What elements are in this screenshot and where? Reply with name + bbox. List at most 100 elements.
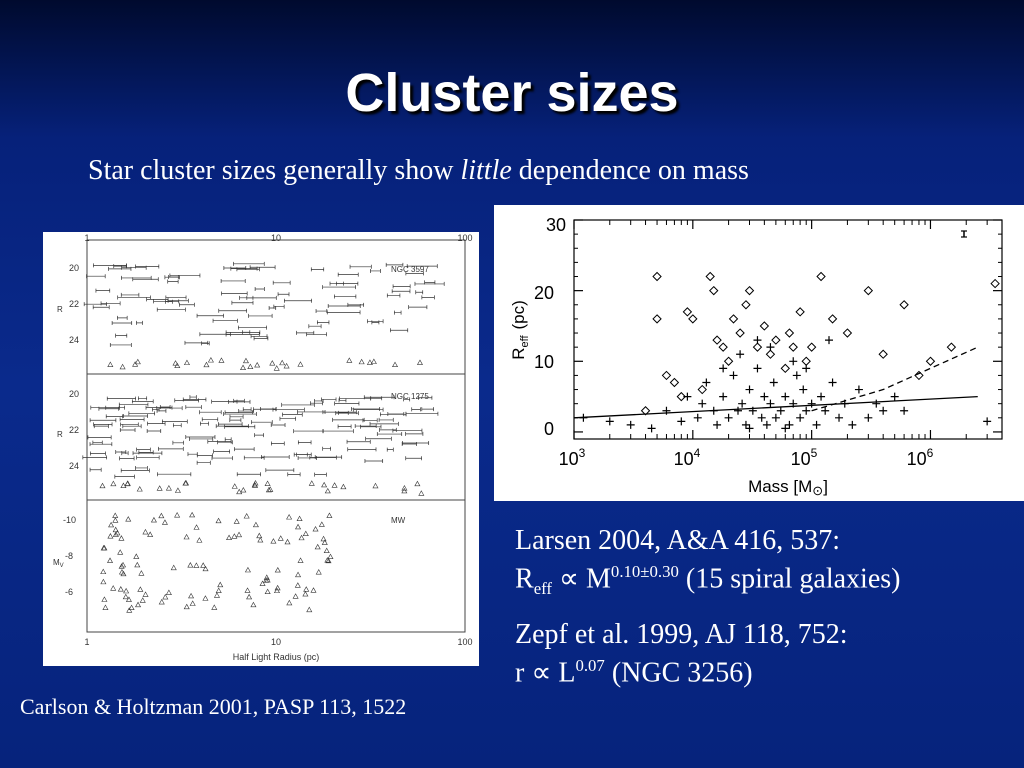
error-bar-mark — [243, 455, 265, 460]
panel1-y-label: R — [57, 305, 63, 314]
error-bar-mark — [217, 440, 233, 445]
diamond-point — [669, 377, 680, 388]
error-bar-mark — [158, 446, 184, 451]
error-bar-mark — [386, 293, 401, 298]
plus-point — [781, 392, 790, 401]
triangle-mark — [112, 517, 119, 523]
plus-point — [693, 413, 702, 422]
triangle-mark — [265, 486, 272, 493]
plus-point — [698, 399, 707, 408]
triangle-mark — [215, 517, 222, 524]
error-bar-mark — [270, 422, 286, 427]
diamond-point — [816, 271, 826, 282]
bottom-tick-10: 10 — [271, 637, 281, 647]
error-bar-mark — [379, 412, 407, 417]
panel3-y-tick-m6: -6 — [65, 587, 73, 597]
diamond-point — [735, 328, 745, 338]
error-bar-mark — [418, 395, 433, 400]
triangle-mark — [242, 357, 249, 364]
error-bar-mark — [421, 407, 434, 412]
triangle-mark — [207, 357, 214, 363]
error-bar-mark — [347, 447, 377, 452]
triangle-mark — [372, 482, 379, 489]
error-bar-mark — [223, 265, 247, 270]
error-bar-mark — [120, 275, 152, 280]
x-tick-1e3: 103 — [559, 446, 586, 469]
diamond-point — [709, 285, 719, 296]
plus-point — [702, 378, 711, 387]
triangle-mark — [193, 562, 200, 568]
triangle-mark — [340, 483, 347, 490]
error-bar-mark — [411, 407, 421, 412]
triangle-mark — [137, 586, 144, 592]
triangle-mark — [320, 535, 327, 542]
triangle-mark — [100, 578, 107, 585]
error-bar-mark — [152, 407, 160, 412]
plus-point — [745, 424, 754, 433]
carlson-holtzman-figure: 1 10 100 1 10 100 Half Light Radius (pc)… — [43, 232, 479, 666]
triangle-mark — [297, 361, 304, 367]
triangle-mark — [125, 516, 132, 522]
plus-point — [864, 413, 873, 422]
plus-point — [757, 413, 766, 422]
error-bar-mark — [279, 416, 296, 421]
triangle-mark — [99, 482, 106, 489]
triangle-mark — [102, 604, 109, 610]
left-figure-data-marks — [82, 261, 445, 613]
error-bar-mark — [360, 424, 382, 429]
diamond-point — [990, 278, 1000, 289]
error-bar-mark — [408, 305, 428, 310]
triangle-mark — [226, 534, 233, 541]
plus-point — [817, 392, 826, 401]
error-bar-mark — [165, 299, 173, 304]
triangle-mark — [162, 593, 169, 600]
error-bar-mark — [392, 284, 411, 289]
error-bar-mark — [135, 465, 148, 470]
plus-point — [762, 420, 771, 429]
error-bar-mark — [215, 424, 249, 429]
error-bar-mark — [187, 452, 198, 457]
error-bar-mark — [138, 396, 148, 401]
error-bar-mark — [185, 435, 216, 440]
error-bar-mark — [117, 295, 151, 300]
diamond-point — [728, 314, 739, 324]
triangle-mark — [125, 596, 132, 602]
triangle-mark — [295, 523, 302, 530]
error-bar-mark — [211, 456, 233, 461]
panel3-y-tick-m10: -10 — [63, 515, 76, 525]
y-tick-30: 30 — [546, 215, 566, 235]
error-bar-mark — [136, 455, 160, 460]
error-bar-mark — [287, 472, 301, 477]
triangle-mark — [314, 543, 321, 550]
right-y-axis-label: Reff(pc) — [509, 300, 531, 360]
plus-point — [760, 392, 769, 401]
error-bar-mark — [271, 441, 285, 446]
triangle-mark — [100, 568, 107, 575]
error-bar-mark — [351, 406, 381, 411]
triangle-mark — [401, 487, 408, 494]
panel3-y-label: MV — [53, 558, 64, 569]
error-bar-mark — [379, 427, 397, 432]
plus-point — [799, 385, 808, 394]
error-bar-mark — [297, 409, 326, 414]
error-bar-mark — [414, 281, 445, 286]
triangle-mark — [165, 589, 172, 595]
triangle-mark — [274, 566, 281, 573]
plus-point — [796, 413, 805, 422]
error-bar-mark — [367, 319, 384, 324]
error-bar-mark — [83, 302, 107, 307]
triangle-mark — [306, 606, 313, 613]
plus-point — [848, 420, 857, 429]
error-bar-mark — [132, 451, 163, 456]
error-bar-mark — [405, 271, 424, 276]
triangle-mark — [118, 563, 125, 569]
error-bar-mark — [272, 280, 291, 285]
triangle-mark — [138, 570, 145, 576]
error-bar-mark — [105, 405, 120, 410]
triangle-mark — [193, 524, 200, 530]
triangle-mark — [101, 544, 108, 551]
triangle-mark — [370, 358, 377, 364]
plus-point — [741, 420, 750, 429]
reff-mass-plot: 0 10 20 30 103 104 105 106 Mass [M⊙] Ref… — [509, 215, 1003, 498]
error-bar-mark — [346, 439, 371, 444]
